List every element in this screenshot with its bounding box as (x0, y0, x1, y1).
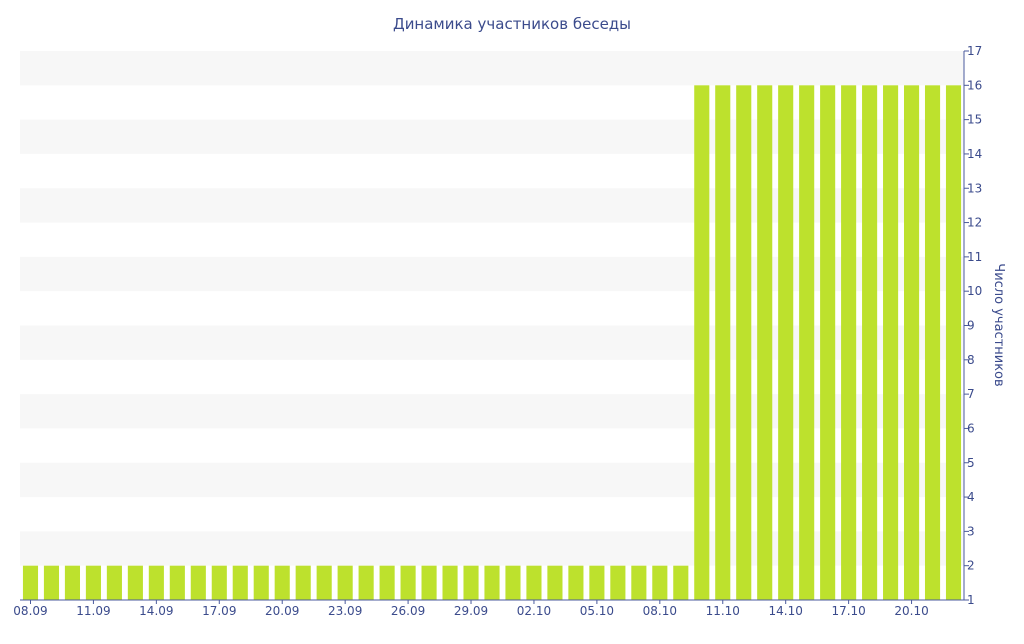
bar-18.10 (862, 85, 878, 600)
x-tick-label: 23.09 (328, 604, 362, 618)
x-tick-label: 08.09 (13, 604, 47, 618)
x-tick-label: 14.10 (769, 604, 803, 618)
bar-09.09 (43, 565, 60, 600)
x-tick-label: 11.10 (706, 604, 740, 618)
x-tick-label: 11.09 (76, 604, 110, 618)
bar-30.09 (484, 565, 500, 600)
x-tick-label: 20.10 (894, 604, 928, 618)
bar-16.09 (190, 565, 206, 600)
bar-10.10 (694, 85, 710, 600)
bar-15.09 (169, 565, 185, 600)
y-tick-label: 4 (967, 490, 975, 504)
bar-08.09 (22, 565, 39, 600)
bar-12.09 (106, 565, 122, 600)
x-tick-label: 17.09 (202, 604, 236, 618)
bar-26.09 (400, 565, 416, 600)
bar-10.09 (64, 565, 80, 600)
bar-20.09 (274, 565, 290, 600)
chart-title: Динамика участников беседы (393, 15, 631, 33)
bar-18.09 (232, 565, 248, 600)
y-tick-label: 7 (967, 387, 975, 401)
bar-20.10 (904, 85, 920, 600)
bar-11.09 (85, 565, 101, 600)
bar-17.10 (841, 85, 857, 600)
bar-09.10 (673, 565, 689, 600)
bar-05.10 (589, 565, 605, 600)
bar-14.10 (778, 85, 794, 600)
bar-13.10 (757, 85, 773, 600)
bar-27.09 (421, 565, 437, 600)
x-tick-label: 14.09 (139, 604, 173, 618)
bar-13.09 (127, 565, 143, 600)
bar-07.10 (631, 565, 647, 600)
bars-group (22, 85, 962, 600)
bar-28.09 (442, 565, 458, 600)
y-tick-label: 2 (967, 559, 975, 573)
bar-21.09 (295, 565, 311, 600)
y-tick-label: 6 (967, 421, 975, 435)
y-tick-label: 10 (967, 284, 982, 298)
y-tick-label: 1 (967, 593, 975, 607)
bar-14.09 (148, 565, 164, 600)
bar-11.10 (715, 85, 731, 600)
y-tick-label: 9 (967, 319, 975, 333)
bar-29.09 (463, 565, 479, 600)
bar-23.09 (337, 565, 353, 600)
bar-16.10 (820, 85, 836, 600)
bar-08.10 (652, 565, 668, 600)
bar-22.09 (316, 565, 332, 600)
y-tick-label: 13 (967, 181, 982, 195)
bar-25.09 (379, 565, 395, 600)
bar-04.10 (568, 565, 584, 600)
bar-24.09 (358, 565, 374, 600)
bar-02.10 (526, 565, 542, 600)
x-tick-label: 08.10 (643, 604, 677, 618)
bar-17.09 (211, 565, 227, 600)
bar-19.09 (253, 565, 269, 600)
bar-21.10 (924, 85, 941, 600)
bar-22.10 (945, 85, 962, 600)
y-tick-label: 14 (967, 147, 982, 161)
bar-19.10 (883, 85, 899, 600)
grid-band (20, 51, 964, 86)
y-tick-label: 12 (967, 216, 982, 230)
y-tick-label: 3 (967, 524, 975, 538)
bar-03.10 (547, 565, 563, 600)
bar-06.10 (610, 565, 626, 600)
y-tick-label: 8 (967, 353, 975, 367)
bar-15.10 (799, 85, 815, 600)
x-tick-label: 17.10 (831, 604, 865, 618)
bar-12.10 (736, 85, 752, 600)
x-tick-label: 20.09 (265, 604, 299, 618)
y-tick-label: 11 (967, 250, 982, 264)
y-tick-label: 16 (967, 78, 982, 92)
x-tick-label: 05.10 (580, 604, 614, 618)
bar-01.10 (505, 565, 521, 600)
y-tick-label: 17 (967, 44, 982, 58)
y-tick-label: 15 (967, 113, 982, 127)
x-tick-label: 26.09 (391, 604, 425, 618)
y-axis-label: Число участников (991, 263, 1006, 386)
x-tick-label: 02.10 (517, 604, 551, 618)
x-tick-label: 29.09 (454, 604, 488, 618)
y-tick-label: 5 (967, 456, 975, 470)
